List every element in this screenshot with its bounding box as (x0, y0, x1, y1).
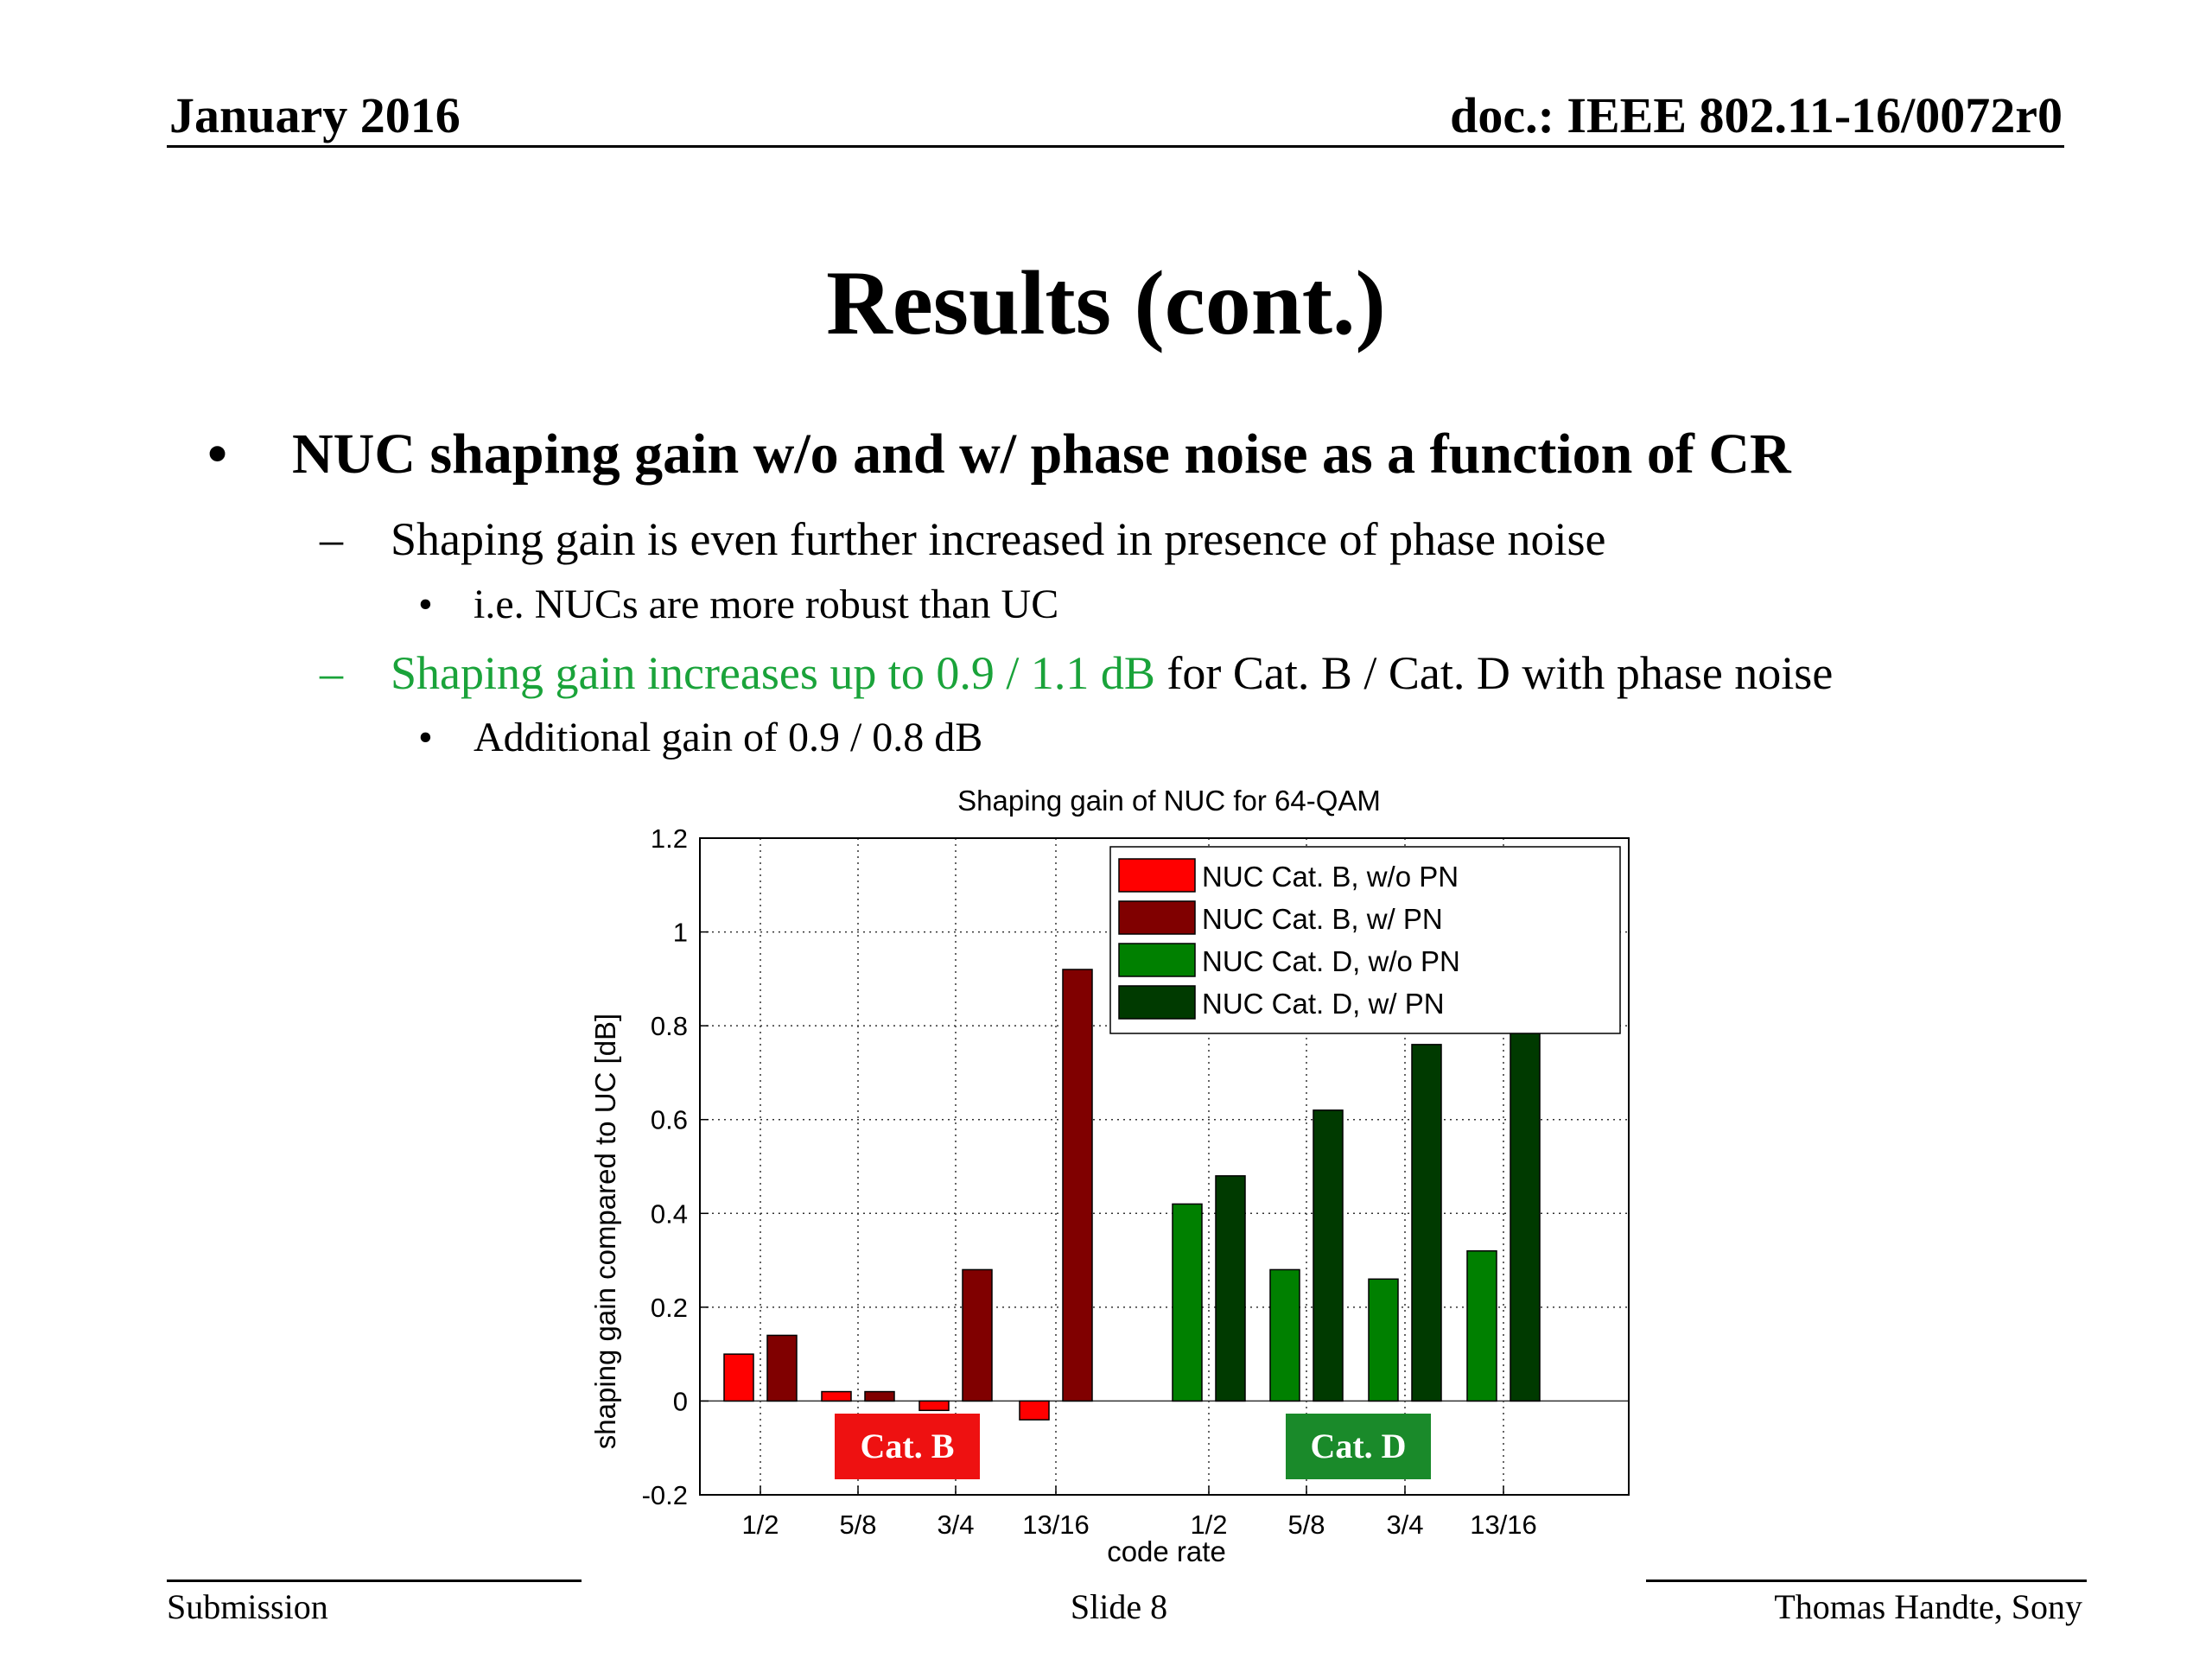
footer-submission: Submission (167, 1587, 328, 1626)
y-tick-label: 0.2 (651, 1293, 688, 1323)
slide-title: Results (cont.) (826, 252, 1386, 353)
cat-b-label: Cat. B (835, 1414, 980, 1479)
legend-label: NUC Cat. D, w/ PN (1202, 988, 1445, 1020)
x-tick-label: 1/2 (741, 1510, 779, 1540)
cat-d-label-text: Cat. D (1310, 1427, 1407, 1465)
bar (1313, 1109, 1344, 1402)
bar (1172, 1203, 1203, 1402)
bullet-level2-b: Shaping gain increases up to 0.9 / 1.1 d… (391, 646, 1833, 700)
chart-xlabel: code rate (1107, 1535, 1226, 1567)
bar (1062, 969, 1093, 1402)
bullet-level2-marker: – (320, 513, 343, 565)
footer-right-rule (1646, 1580, 2087, 1582)
y-tick-label: 0.8 (651, 1011, 688, 1041)
bullet-level3-marker: • (418, 582, 433, 627)
bullet-level3-a: i.e. NUCs are more robust than UC (474, 582, 1059, 627)
bullet-level1: NUC shaping gain w/o and w/ phase noise … (292, 423, 1791, 486)
footer-left-rule (167, 1580, 582, 1582)
bar-chart: Shaping gain of NUC for 64-QAM code rate… (589, 785, 1630, 1567)
plot-frame (699, 837, 1630, 1496)
bullet-level2-b-highlight: Shaping gain increases up to 0.9 / 1.1 d… (391, 647, 1155, 699)
bar (962, 1268, 993, 1402)
bullet-level2-a: Shaping gain is even further increased i… (391, 513, 1606, 565)
bar (723, 1353, 754, 1402)
y-tick-label: -0.2 (642, 1480, 688, 1510)
footer-author: Thomas Handte, Sony (1774, 1587, 2082, 1626)
header-doc-id: doc.: IEEE 802.11-16/0072r0 (1450, 87, 2063, 143)
legend-swatch (1118, 858, 1196, 893)
x-tick-label: 5/8 (1287, 1510, 1325, 1540)
header-date: January 2016 (169, 87, 461, 143)
y-tick-label: 1 (673, 918, 688, 948)
cat-b-label-text: Cat. B (860, 1427, 955, 1465)
bar (864, 1390, 895, 1402)
bar (1019, 1400, 1050, 1421)
y-tick-label: 0.6 (651, 1105, 688, 1135)
bullet-level1-marker: • (207, 423, 228, 486)
cat-d-label: Cat. D (1286, 1414, 1431, 1479)
x-tick-label: 1/2 (1190, 1510, 1227, 1540)
legend-label: NUC Cat. B, w/o PN (1202, 861, 1459, 893)
y-tick-label: 1.2 (651, 823, 688, 854)
legend-label: NUC Cat. B, w/ PN (1202, 903, 1443, 935)
bar (821, 1390, 852, 1402)
legend-swatch (1118, 900, 1196, 935)
x-tick-label: 3/4 (937, 1510, 974, 1540)
bar (1466, 1249, 1497, 1402)
bar (1215, 1175, 1246, 1402)
y-tick-label: 0.4 (651, 1198, 688, 1229)
x-tick-label: 13/16 (1022, 1510, 1090, 1540)
bar (1411, 1044, 1442, 1402)
legend-swatch (1118, 943, 1196, 977)
legend-label: NUC Cat. D, w/o PN (1202, 945, 1460, 977)
bar (766, 1334, 798, 1402)
bullet-level2-marker: – (320, 647, 343, 699)
footer-slide-number: Slide 8 (1070, 1587, 1168, 1626)
x-tick-label: 13/16 (1470, 1510, 1537, 1540)
chart-ylabel: shaping gain compared to UC [dB] (589, 1014, 621, 1449)
x-tick-label: 3/4 (1386, 1510, 1423, 1540)
bullet-level2-b-rest: for Cat. B / Cat. D with phase noise (1154, 647, 1834, 699)
bar (918, 1400, 950, 1412)
bar (1269, 1268, 1300, 1402)
bullet-level3-b: Additional gain of 0.9 / 0.8 dB (474, 715, 983, 760)
bullet-level3-marker: • (418, 715, 433, 760)
header-rule (167, 145, 2064, 148)
x-tick-label: 5/8 (839, 1510, 876, 1540)
legend-swatch (1118, 985, 1196, 1020)
bar (1368, 1278, 1399, 1402)
y-tick-label: 0 (673, 1386, 688, 1416)
chart-title: Shaping gain of NUC for 64-QAM (957, 785, 1381, 817)
